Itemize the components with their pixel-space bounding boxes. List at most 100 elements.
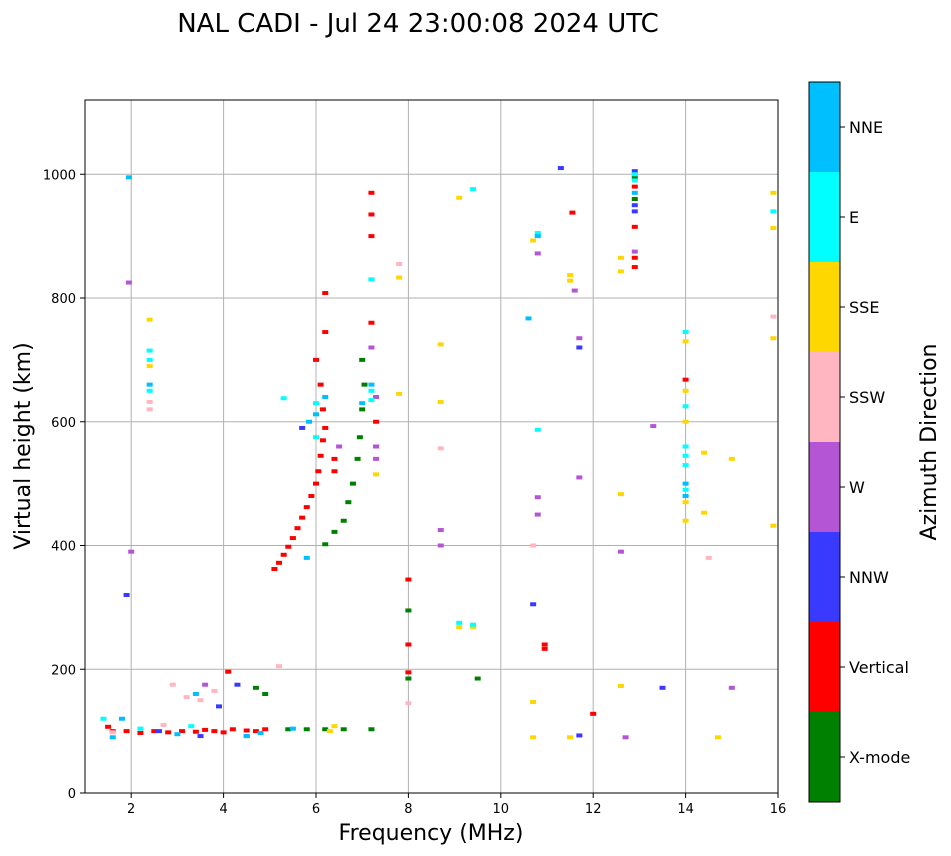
mark-sse <box>770 336 777 341</box>
mark-vertical <box>631 224 638 229</box>
plot-frame <box>84 99 779 794</box>
mark-ssw <box>146 407 153 412</box>
mark-vertical <box>331 456 338 461</box>
mark-ssw <box>197 698 204 703</box>
mark-e <box>188 724 195 729</box>
mark-e <box>534 427 541 432</box>
mark-vertical <box>294 526 301 531</box>
mark-e <box>368 398 375 403</box>
x-tick-label: 8 <box>404 802 412 817</box>
mark-vertical <box>192 729 199 734</box>
mark-vertical <box>322 425 329 430</box>
mark-e <box>470 187 477 192</box>
mark-sse <box>456 195 463 200</box>
mark-sse <box>701 450 708 455</box>
mark-sse <box>437 399 444 404</box>
y-tick-label: 600 <box>51 416 76 431</box>
x-tick-label: 16 <box>770 802 787 817</box>
colorbar-tick-label: SSW <box>849 388 885 407</box>
mark-vertical <box>202 727 209 732</box>
mark-ssw <box>405 701 412 706</box>
mark-sse <box>770 190 777 195</box>
mark-vertical <box>541 642 548 647</box>
mark-vertical <box>229 727 236 732</box>
mark-e <box>682 444 689 449</box>
mark-sse <box>373 472 380 477</box>
mark-ssw <box>276 664 283 669</box>
colorbar-swatch <box>809 442 840 532</box>
mark-ssw <box>705 555 712 560</box>
y-tick-label: 200 <box>51 663 76 678</box>
mark-sse <box>326 729 333 734</box>
mark-nnw <box>557 166 564 171</box>
mark-vertical <box>319 407 326 412</box>
mark-nne <box>174 732 181 737</box>
mark-nne <box>534 234 541 239</box>
mark-nne <box>631 190 638 195</box>
mark-sse <box>770 523 777 528</box>
mark-xmode <box>354 456 361 461</box>
colorbar-swatch <box>809 172 840 262</box>
mark-w <box>336 444 343 449</box>
mark-nnw <box>576 345 583 350</box>
mark-sse <box>682 339 689 344</box>
mark-sse <box>567 735 574 740</box>
mark-nne <box>289 726 296 731</box>
colorbar-frame <box>808 81 841 803</box>
colorbar-swatch <box>809 712 840 802</box>
mark-vertical <box>123 729 130 734</box>
mark-e <box>682 453 689 458</box>
mark-e <box>682 487 689 492</box>
colorbar-tick-label: Vertical <box>849 658 909 677</box>
mark-sse <box>530 238 537 243</box>
mark-sse <box>530 735 537 740</box>
mark-sse <box>714 735 721 740</box>
mark-xmode <box>340 727 347 732</box>
mark-nne <box>525 316 532 321</box>
mark-w <box>373 395 380 399</box>
mark-xmode <box>405 676 412 681</box>
mark-nnw <box>530 602 537 607</box>
mark-vertical <box>105 724 112 729</box>
mark-vertical <box>405 577 412 582</box>
mark-e <box>770 209 777 214</box>
colorbar-swatch <box>809 622 840 712</box>
mark-w <box>437 528 444 533</box>
mark-xmode <box>368 727 375 732</box>
x-axis-label: Frequency (MHz) <box>339 821 524 846</box>
mark-xmode <box>340 518 347 523</box>
mark-vertical <box>165 730 172 735</box>
mark-vertical <box>405 642 412 647</box>
y-tick-label: 800 <box>51 292 76 307</box>
mark-ssw <box>146 399 153 404</box>
mark-w <box>368 345 375 350</box>
mark-vertical <box>569 210 576 215</box>
mark-sse <box>331 724 338 729</box>
colorbar-swatch <box>809 352 840 442</box>
mark-vertical <box>315 469 322 474</box>
mark-nnw <box>155 729 162 734</box>
y-tick-label: 400 <box>51 540 76 555</box>
mark-vertical <box>317 453 324 458</box>
mark-nne <box>322 395 329 399</box>
mark-xmode <box>331 529 338 534</box>
mark-sse <box>682 518 689 523</box>
mark-nne <box>192 692 199 696</box>
x-tick-label: 12 <box>585 802 602 817</box>
axis-ticks: 2 4 6 8 10 12 14 16 0 200 400 600 800 1000 <box>43 168 786 817</box>
mark-vertical <box>313 357 319 362</box>
mark-w <box>631 249 638 254</box>
mark-vertical <box>368 320 375 325</box>
mark-vertical <box>262 727 269 732</box>
mark-nne <box>306 419 313 424</box>
colorbar-tick-label: E <box>849 208 859 227</box>
mark-xmode <box>631 175 638 180</box>
y-tick-label: 0 <box>68 787 76 802</box>
mark-vertical <box>368 190 375 195</box>
mark-w <box>125 280 132 285</box>
mark-vertical <box>308 494 315 498</box>
mark-w <box>534 512 541 517</box>
colorbar-tick-label: NNE <box>849 118 883 137</box>
mark-w <box>571 288 578 293</box>
mark-vertical <box>252 729 259 734</box>
